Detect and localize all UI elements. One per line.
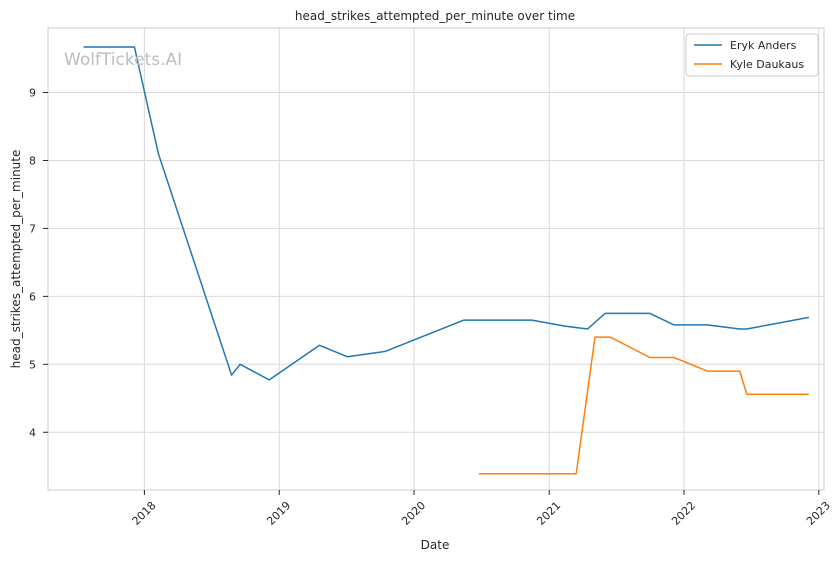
series-line-kyle-daukaus xyxy=(479,336,809,475)
grid xyxy=(48,28,824,490)
watermark: WolfTickets.AI xyxy=(64,50,182,70)
legend-label-eryk-anders: Eryk Anders xyxy=(730,39,797,52)
y-tick-label: 4 xyxy=(29,426,36,439)
chart-title: head_strikes_attempted_per_minute over t… xyxy=(295,9,575,23)
y-tick-label: 7 xyxy=(29,222,36,235)
y-tick-label: 9 xyxy=(29,87,36,100)
y-tick-label: 6 xyxy=(29,290,36,303)
y-axis-ticks: 4 5 6 7 8 9 xyxy=(29,87,48,439)
y-axis-title: head_strikes_attempted_per_minute xyxy=(9,150,23,369)
x-axis-title: Date xyxy=(421,538,450,552)
legend-label-kyle-daukaus: Kyle Daukaus xyxy=(730,58,804,71)
plot-frame xyxy=(47,27,825,491)
series-line-eryk-anders xyxy=(83,46,810,381)
series-layer xyxy=(83,46,810,475)
y-tick-label: 8 xyxy=(29,154,36,167)
y-tick-label: 5 xyxy=(29,358,36,371)
legend: Eryk Anders Kyle Daukaus xyxy=(685,33,819,77)
